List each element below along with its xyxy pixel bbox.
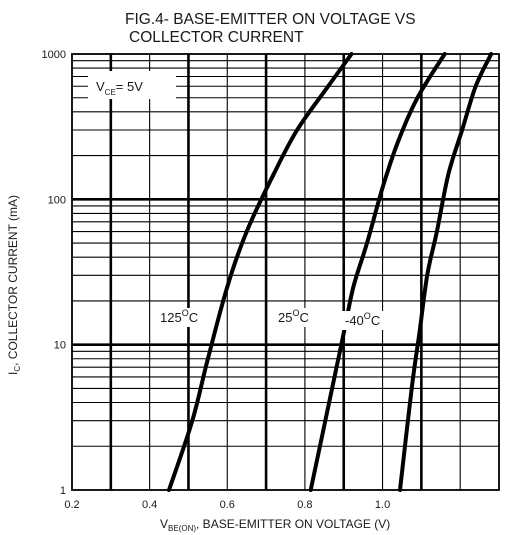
curves bbox=[167, 52, 494, 492]
series-label: 125OC bbox=[160, 308, 198, 325]
curve-labels: 125OC 25OC -40OC bbox=[157, 308, 388, 330]
series-label-bg bbox=[157, 308, 203, 327]
x-tick-label: 0.2 bbox=[64, 499, 79, 511]
y-tick-label: 1000 bbox=[42, 49, 66, 61]
vce-annotation: VCE= 5V bbox=[88, 71, 176, 99]
chart-title-line-1: FIG.4- BASE-EMITTER ON VOLTAGE VS bbox=[125, 11, 416, 28]
annotation-text: VCE= 5V bbox=[96, 79, 143, 97]
chart-title-line-2: COLLECTOR CURRENT bbox=[129, 29, 304, 46]
y-axis-label: IC, COLLECTOR CURRENT (mA) bbox=[6, 195, 22, 375]
x-axis-label: VBE(ON), BASE-EMITTER ON VOLTAGE (V) bbox=[160, 517, 390, 533]
series-line--40 bbox=[398, 52, 494, 492]
x-tick-label: 0.6 bbox=[220, 499, 235, 511]
series-label-bg bbox=[275, 308, 313, 327]
plot-frame bbox=[71, 53, 500, 491]
annotation-box bbox=[88, 71, 176, 99]
y-tick-labels: 1 10 100 1000 bbox=[42, 49, 66, 497]
series-line-25 bbox=[308, 52, 447, 492]
series-label: 25OC bbox=[278, 308, 309, 325]
y-tick-label: 100 bbox=[48, 194, 66, 206]
series-label-bg bbox=[342, 311, 388, 330]
grid bbox=[72, 54, 499, 490]
y-tick-label: 1 bbox=[60, 485, 66, 497]
series-line-125 bbox=[167, 52, 354, 492]
x-tick-labels: 0.2 0.4 0.6 0.8 1.0 bbox=[64, 499, 390, 511]
y-tick-label: 10 bbox=[54, 340, 66, 352]
series-label: -40OC bbox=[345, 311, 380, 328]
x-tick-label: 0.8 bbox=[297, 499, 312, 511]
x-tick-label: 0.4 bbox=[142, 499, 157, 511]
x-tick-label: 1.0 bbox=[375, 499, 390, 511]
